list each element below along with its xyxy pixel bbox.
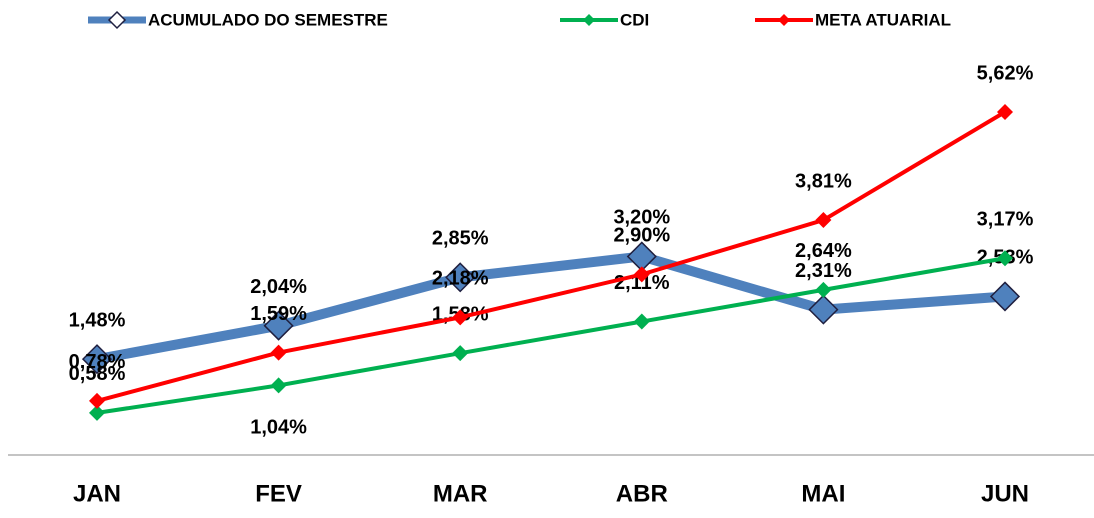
data-label: 2,18% bbox=[432, 268, 489, 290]
data-point bbox=[815, 212, 832, 229]
data-label: 2,31% bbox=[795, 260, 852, 282]
data-label: 1,04% bbox=[250, 417, 307, 439]
data-point bbox=[89, 404, 105, 421]
legend-marker bbox=[107, 10, 127, 30]
data-label: 0,58% bbox=[69, 363, 126, 385]
legend-label: ACUMULADO DO SEMESTRE bbox=[148, 10, 388, 29]
series-line bbox=[96, 256, 1006, 415]
legend-label: META ATUARIAL bbox=[815, 10, 951, 29]
data-point bbox=[808, 294, 839, 325]
data-point bbox=[270, 377, 287, 394]
x-tick-label: FEV bbox=[255, 480, 302, 507]
x-tick-label: JUN bbox=[981, 480, 1029, 507]
series-line bbox=[96, 110, 1007, 403]
x-tick-label: ABR bbox=[616, 480, 668, 507]
series-line bbox=[96, 251, 1006, 365]
data-point bbox=[452, 345, 469, 362]
data-point bbox=[997, 103, 1013, 120]
data-label: 2,64% bbox=[795, 240, 852, 262]
legend-marker bbox=[583, 14, 595, 26]
data-point bbox=[89, 392, 105, 409]
x-tick-label: MAR bbox=[433, 480, 488, 507]
x-tick-label: JAN bbox=[73, 480, 121, 507]
data-label: 1,48% bbox=[69, 309, 126, 331]
data-label: 3,81% bbox=[795, 170, 852, 192]
data-label: 1,59% bbox=[250, 303, 307, 325]
data-point bbox=[263, 310, 294, 341]
x-tick-label: MAI bbox=[801, 480, 845, 507]
data-point bbox=[626, 241, 657, 272]
data-point bbox=[633, 266, 650, 283]
legend-marker bbox=[778, 14, 790, 26]
data-label: 3,17% bbox=[977, 209, 1034, 231]
data-label: 2,90% bbox=[613, 225, 670, 247]
data-point bbox=[445, 262, 476, 293]
data-point bbox=[452, 309, 469, 326]
data-point bbox=[997, 250, 1013, 267]
data-label: 5,62% bbox=[977, 62, 1034, 84]
data-label: 0,78% bbox=[69, 351, 126, 373]
data-point bbox=[270, 344, 287, 361]
data-label: 2,85% bbox=[432, 228, 489, 250]
data-point bbox=[81, 344, 113, 375]
data-label: 3,20% bbox=[613, 207, 670, 229]
data-point bbox=[633, 313, 650, 330]
data-point bbox=[815, 281, 832, 298]
data-point bbox=[989, 281, 1021, 312]
legend-label: CDI bbox=[620, 10, 649, 29]
data-label: 2,04% bbox=[250, 276, 307, 298]
